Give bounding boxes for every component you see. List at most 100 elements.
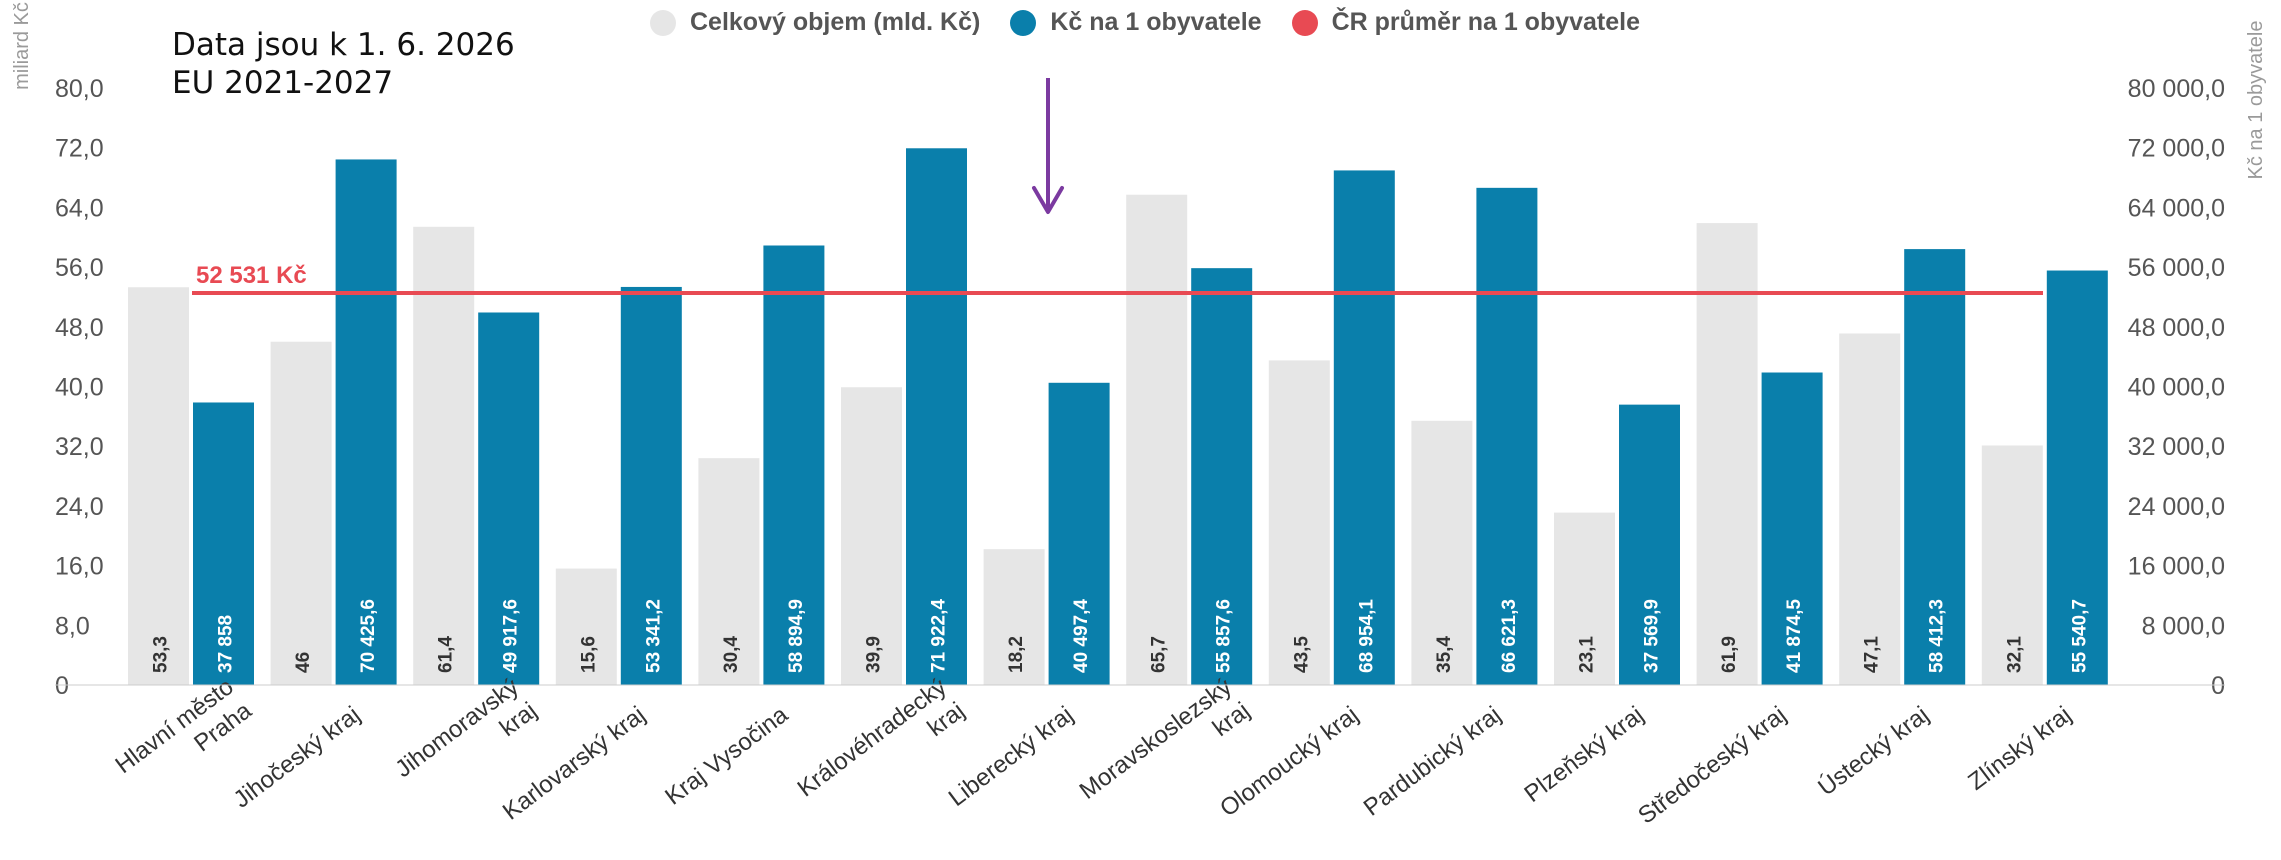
bar-total-label: 61,9 bbox=[1719, 636, 1740, 673]
bar-total bbox=[1126, 194, 1188, 685]
y-tick-right: 0 bbox=[2211, 672, 2225, 700]
x-tick-label: Plzeňský kraj bbox=[1519, 701, 1648, 808]
bar-per-capita bbox=[763, 245, 825, 685]
legend: Celkový objem (mld. Kč) Kč na 1 obyvatel… bbox=[650, 8, 1670, 37]
average-line-label: 52 531 Kč bbox=[196, 262, 307, 289]
y-tick-right: 40 000,0 bbox=[2128, 374, 2225, 402]
bar-total-label: 65,7 bbox=[1149, 636, 1170, 673]
bar-per-capita bbox=[1048, 382, 1110, 685]
bar-per-capita bbox=[906, 148, 967, 686]
bar-total bbox=[270, 341, 332, 685]
bar-per-capita bbox=[478, 312, 540, 685]
bar-per-capita bbox=[335, 159, 397, 685]
x-tick-label-line: Kraj Vysočina bbox=[660, 701, 793, 811]
legend-item-average: ČR průměr na 1 obyvatele bbox=[1291, 8, 1641, 37]
bar-total-label: 30,4 bbox=[721, 636, 742, 673]
bar-per-capita-label: 71 922,4 bbox=[929, 599, 950, 673]
y-tick-right: 64 000,0 bbox=[2128, 194, 2225, 222]
y-tick-right: 16 000,0 bbox=[2128, 553, 2225, 581]
bar-per-capita-label: 53 341,2 bbox=[643, 599, 664, 673]
bar-total-label: 43,5 bbox=[1291, 636, 1312, 673]
y-tick-right: 8 000,0 bbox=[2142, 612, 2225, 640]
bar-per-capita bbox=[2046, 270, 2108, 685]
annotation-arrow-head bbox=[1032, 186, 1064, 214]
bar-total bbox=[128, 287, 189, 685]
bar-total bbox=[1839, 333, 1901, 685]
legend-item-total: Celkový objem (mld. Kč) bbox=[650, 8, 980, 37]
legend-swatch-per-capita bbox=[1010, 9, 1037, 36]
bar-per-capita bbox=[1476, 187, 1538, 685]
x-tick-label-line: Plzeňský kraj bbox=[1519, 701, 1648, 808]
bar-per-capita-label: 58 894,9 bbox=[786, 599, 807, 673]
y-tick-left: 40,0 bbox=[55, 374, 104, 402]
x-tick-label: Středočeský kraj bbox=[1633, 701, 1791, 829]
bar-per-capita-label: 55 857,6 bbox=[1214, 599, 1235, 673]
bar-total bbox=[1696, 223, 1758, 686]
y-tick-left: 0 bbox=[55, 672, 69, 700]
bar-per-capita-label: 58 412,3 bbox=[1927, 599, 1948, 673]
x-tick-label-line: Královéhradecký bbox=[793, 673, 952, 802]
bar-per-capita-label: 70 425,6 bbox=[358, 599, 379, 673]
data-date-note: Data jsou k 1. 6. 2026 bbox=[172, 27, 515, 63]
y-tick-right: 72 000,0 bbox=[2128, 135, 2225, 163]
x-tick-label: Kraj Vysočina bbox=[660, 701, 793, 811]
legend-swatch-average bbox=[1291, 9, 1318, 36]
bar-total bbox=[983, 549, 1045, 685]
bar-total-label: 15,6 bbox=[578, 636, 599, 673]
y-tick-left: 72,0 bbox=[55, 135, 104, 163]
bar-total-label: 18,2 bbox=[1006, 636, 1027, 673]
bar-total-label: 39,9 bbox=[864, 636, 885, 673]
x-tick-label: Ústecký kraj bbox=[1813, 701, 1934, 801]
y-tick-right: 80 000,0 bbox=[2128, 75, 2225, 103]
bar-total-label: 32,1 bbox=[2004, 636, 2025, 673]
bar-per-capita-label: 66 621,3 bbox=[1499, 599, 1520, 673]
x-tick-label-line: Ústecký kraj bbox=[1813, 701, 1934, 801]
bar-per-capita bbox=[1904, 249, 1966, 685]
y-tick-left: 48,0 bbox=[55, 314, 104, 342]
y-tick-left: 8,0 bbox=[55, 612, 90, 640]
y-tick-left: 80,0 bbox=[55, 75, 104, 103]
y-tick-right: 56 000,0 bbox=[2128, 254, 2225, 282]
bar-per-capita-label: 37 569,9 bbox=[1642, 599, 1663, 673]
bar-total bbox=[413, 226, 475, 686]
bar-total bbox=[1981, 445, 2043, 685]
bar-per-capita-label: 68 954,1 bbox=[1356, 599, 1377, 673]
bar-total-label: 23,1 bbox=[1577, 636, 1598, 673]
bar-per-capita bbox=[1333, 170, 1395, 685]
y-axis-left-title: miliard Kč bbox=[11, 2, 33, 90]
x-tick-label: Zlínský kraj bbox=[1963, 701, 2076, 796]
bar-total-label: 53,3 bbox=[151, 636, 172, 673]
bar-total-label: 47,1 bbox=[1862, 636, 1883, 673]
legend-item-per-capita: Kč na 1 obyvatele bbox=[1010, 8, 1262, 37]
bar-total bbox=[698, 458, 760, 685]
bar-per-capita bbox=[1619, 404, 1680, 685]
bar-per-capita bbox=[1191, 268, 1253, 685]
x-tick-label: Královéhradeckýkraj bbox=[793, 673, 970, 826]
y-tick-left: 24,0 bbox=[55, 493, 104, 521]
bar-total-label: 61,4 bbox=[436, 636, 457, 673]
bar-total bbox=[841, 387, 902, 685]
y-tick-left: 56,0 bbox=[55, 254, 104, 282]
bar-per-capita-label: 37 858 bbox=[216, 615, 237, 673]
bar-total bbox=[1411, 420, 1473, 685]
legend-swatch-total bbox=[650, 9, 676, 36]
program-period-note: EU 2021-2027 bbox=[172, 65, 394, 101]
x-tick-label-line: Moravskoslezský bbox=[1075, 673, 1237, 805]
y-tick-right: 48 000,0 bbox=[2128, 314, 2225, 342]
legend-label-per-capita: Kč na 1 obyvatele bbox=[1050, 8, 1262, 36]
legend-label-average: ČR průměr na 1 obyvatele bbox=[1331, 8, 1641, 36]
bar-total-label: 35,4 bbox=[1434, 636, 1455, 673]
y-tick-right: 32 000,0 bbox=[2128, 433, 2225, 461]
x-tick-label: Hlavní městoPraha bbox=[111, 673, 258, 803]
x-tick-label-line: Středočeský kraj bbox=[1633, 701, 1791, 829]
bar-total bbox=[1554, 512, 1615, 685]
x-tick-label: Pardubický kraj bbox=[1359, 701, 1506, 821]
x-tick-label-line: Pardubický kraj bbox=[1359, 701, 1506, 821]
bar-per-capita-label: 49 917,6 bbox=[501, 599, 522, 673]
y-axis-right-title: Kč na 1 obyvatele bbox=[2245, 21, 2267, 180]
bar-per-capita-label: 55 540,7 bbox=[2069, 599, 2090, 673]
bar-per-capita bbox=[193, 402, 254, 685]
y-tick-left: 32,0 bbox=[55, 433, 104, 461]
y-tick-left: 64,0 bbox=[55, 194, 104, 222]
